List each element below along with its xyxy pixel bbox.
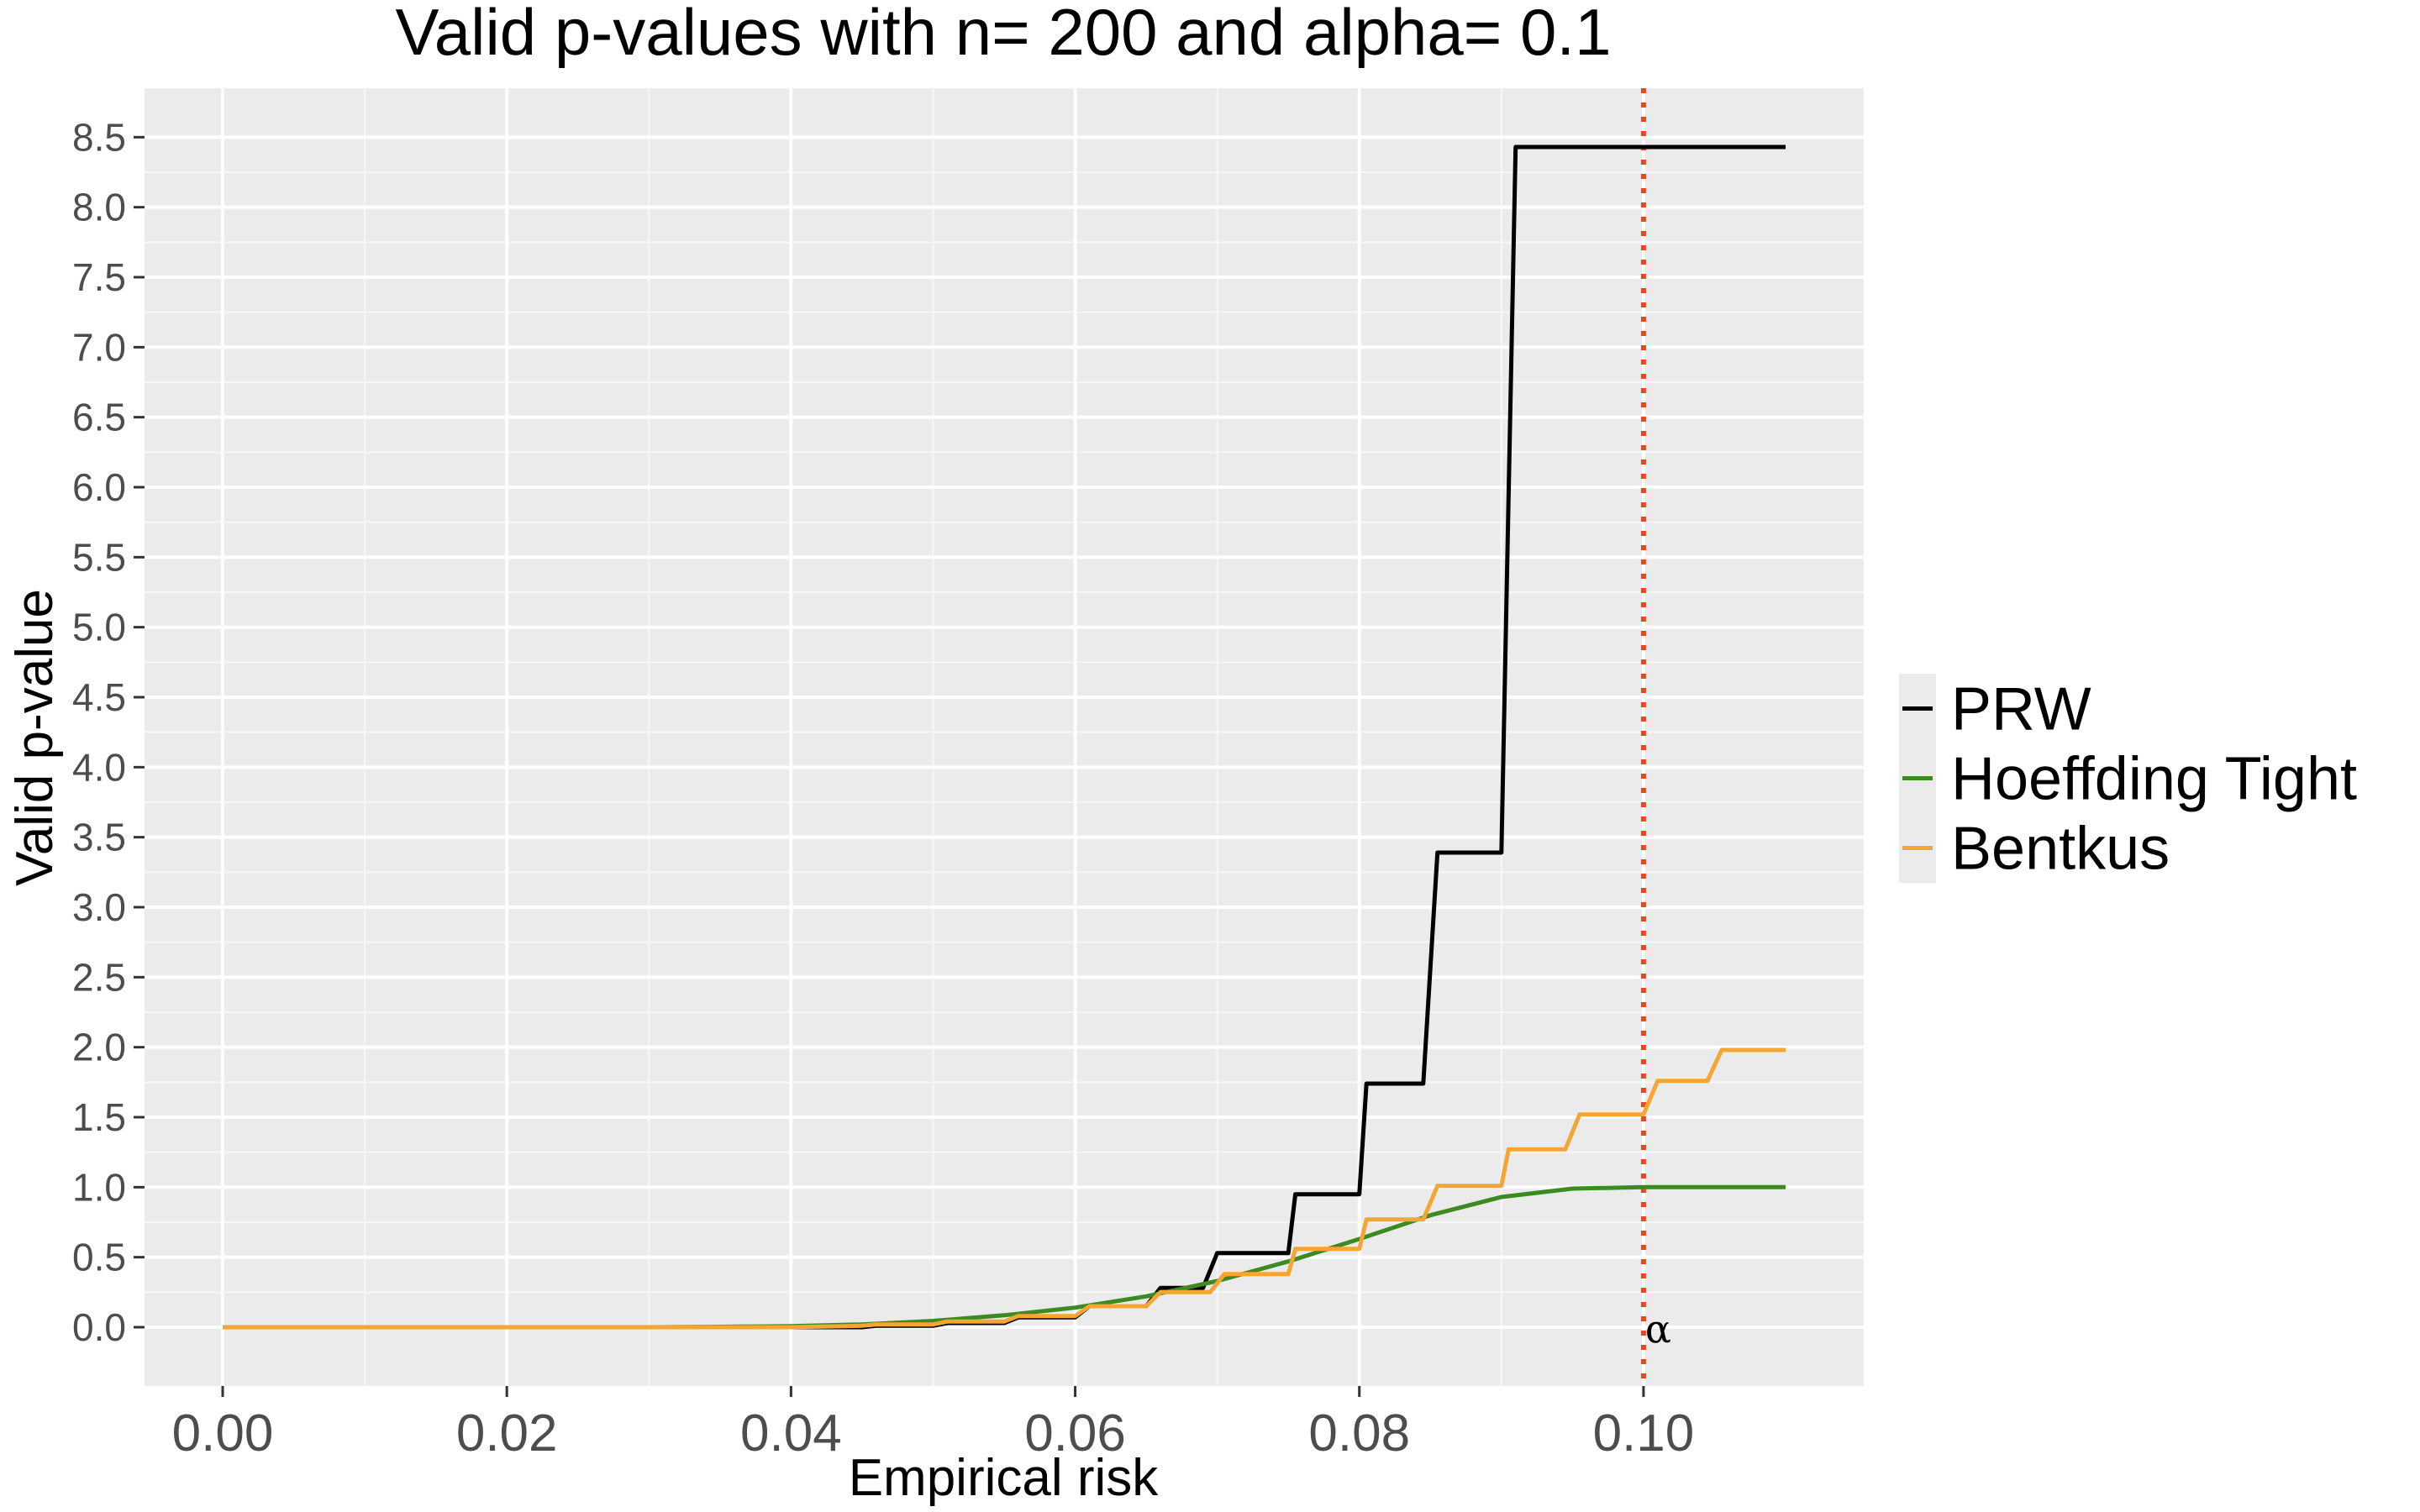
y-tick-label: 8.0 bbox=[72, 186, 126, 229]
y-tick-label: 0.5 bbox=[72, 1236, 126, 1279]
series-lines bbox=[223, 144, 1786, 1330]
x-axis-title: Empirical risk bbox=[849, 1449, 1160, 1507]
y-tick-label: 2.0 bbox=[72, 1026, 126, 1069]
y-tick-label: 7.0 bbox=[72, 325, 126, 369]
y-tick-label: 3.0 bbox=[72, 885, 126, 929]
y-axis: 0.0 0.5 1.0 1.5 2.0 2.5 3.0 3.5 4.0 4.5 5.0 5.5 6.0 6… bbox=[72, 115, 145, 1349]
x-tick-label: 0.02 bbox=[456, 1404, 558, 1462]
y-tick-label: 3.5 bbox=[72, 816, 126, 859]
legend-label: PRW bbox=[1951, 676, 2091, 743]
y-tick-label: 4.5 bbox=[72, 675, 126, 719]
legend-label: Hoeffding Tight bbox=[1951, 746, 2357, 813]
y-tick-label: 1.5 bbox=[72, 1095, 126, 1139]
y-tick-label: 0.0 bbox=[72, 1305, 126, 1349]
y-tick-label: 1.0 bbox=[72, 1165, 126, 1209]
x-tick-label: 0.00 bbox=[172, 1404, 274, 1462]
x-tick-label: 0.04 bbox=[740, 1404, 842, 1462]
y-axis-title: Valid p-value bbox=[6, 589, 64, 886]
y-tick-label: 6.5 bbox=[72, 396, 126, 439]
x-tick-label: 0.08 bbox=[1308, 1404, 1410, 1462]
y-tick-label: 6.0 bbox=[72, 465, 126, 509]
reference-line-group: α bbox=[1640, 88, 1671, 1386]
y-tick-label: 4.0 bbox=[72, 745, 126, 789]
y-tick-label: 8.5 bbox=[72, 115, 126, 159]
grid-lines bbox=[145, 88, 1864, 1386]
y-tick-label: 7.5 bbox=[72, 255, 126, 299]
series-line-bentkus bbox=[223, 1047, 1786, 1330]
alpha-label: α bbox=[1645, 1306, 1671, 1352]
y-tick-label: 5.5 bbox=[72, 535, 126, 579]
x-tick-label: 0.10 bbox=[1593, 1404, 1695, 1462]
legend-label: Bentkus bbox=[1951, 816, 2170, 883]
plot-panel bbox=[145, 88, 1864, 1386]
x-axis: 0.00 0.02 0.04 0.06 0.08 0.10 bbox=[172, 1386, 1695, 1462]
y-tick-label: 2.5 bbox=[72, 955, 126, 999]
chart-title: Valid p-values with n= 200 and alpha= 0.… bbox=[396, 0, 1612, 69]
x-tick-label: 0.06 bbox=[1024, 1404, 1126, 1462]
y-tick-label: 5.0 bbox=[72, 606, 126, 649]
